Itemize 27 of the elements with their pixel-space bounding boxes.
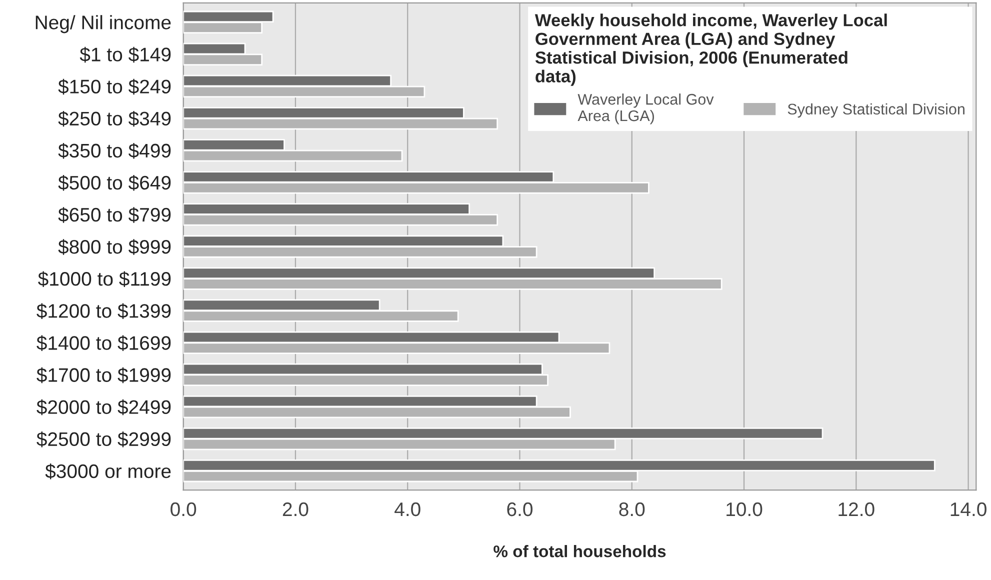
legend-title: Weekly household income, Waverley Local Government Area (LGA) and Sydney Statistical Division, 2006 (Enumerated data) — [534, 14, 887, 86]
y-tick-label: $800 to $999 — [58, 239, 171, 255]
x-tick-label: 4.0 — [394, 502, 420, 516]
x-tick-label: 14.0 — [950, 502, 986, 516]
y-tick-label: $1 to $149 — [80, 46, 171, 63]
y-tick-label: $250 to $349 — [58, 110, 171, 127]
y-tick-label: $3000 or more — [45, 464, 171, 480]
x-tick-label: 2.0 — [282, 502, 308, 516]
y-tick-label: $1000 to $1199 — [38, 271, 171, 287]
y-tick-label: $2500 to $2999 — [36, 431, 171, 448]
y-tick-label: Neg/ Nil income — [36, 15, 171, 34]
x-tick-label: 0.0 — [170, 502, 196, 516]
y-tick-label: $1400 to $1699 — [36, 335, 171, 352]
y-tick-label: $1700 to $1999 — [36, 367, 171, 384]
x-tick-label: 6.0 — [507, 502, 532, 516]
y-tick-label: $2000 to $2499 — [36, 399, 171, 416]
y-tick-label: $150 to $249 — [58, 78, 171, 95]
x-axis-title: % of total households — [494, 545, 666, 558]
y-tick-label: $500 to $649 — [58, 175, 171, 191]
y-tick-label: $1200 to $1399 — [36, 303, 171, 319]
y-tick-label: $650 to $799 — [58, 207, 171, 223]
y-tick-label: $350 to $499 — [58, 142, 171, 159]
x-tick-label: 10.0 — [726, 502, 762, 516]
x-tick-label: 12.0 — [838, 502, 874, 516]
x-tick-label: 8.0 — [619, 502, 645, 516]
legend-label: Sydney Statistical Division — [788, 103, 964, 118]
legend-label: Waverley Local Gov Area (LGA) — [578, 94, 714, 124]
